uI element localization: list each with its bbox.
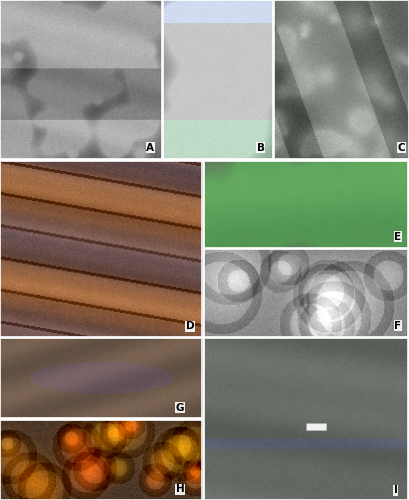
Text: G: G bbox=[176, 402, 184, 412]
Text: C: C bbox=[398, 143, 405, 153]
Text: H: H bbox=[176, 484, 184, 494]
Text: E: E bbox=[394, 232, 401, 242]
Text: A: A bbox=[146, 143, 154, 153]
Text: D: D bbox=[186, 322, 195, 332]
Text: F: F bbox=[394, 320, 401, 330]
Text: I: I bbox=[393, 485, 398, 495]
Text: B: B bbox=[257, 143, 265, 153]
